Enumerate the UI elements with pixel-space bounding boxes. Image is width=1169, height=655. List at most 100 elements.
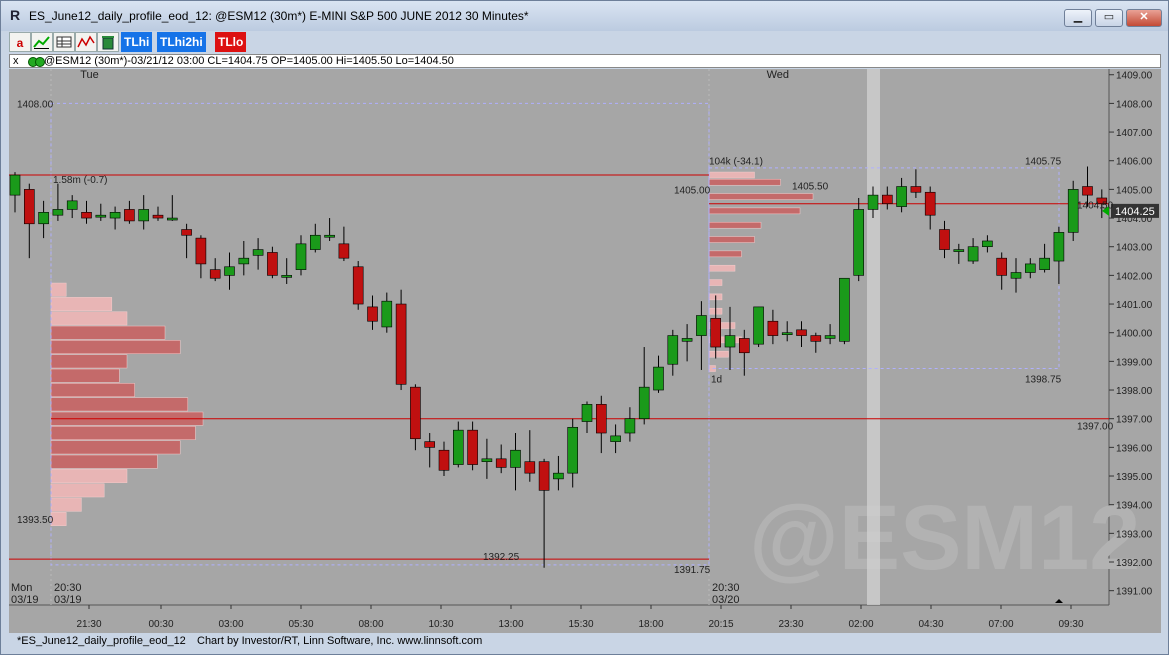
- line-price-label: 1397.00: [1077, 422, 1114, 433]
- candle-body: [610, 435, 621, 442]
- date-label: Mon: [11, 582, 32, 594]
- title-bar[interactable]: R ES_June12_daily_profile_eod_12: @ESM12…: [1, 1, 1168, 31]
- trash-icon[interactable]: [97, 32, 119, 52]
- profile-bar: [708, 207, 801, 215]
- candle-body: [95, 214, 107, 218]
- close-chart-icon[interactable]: x: [13, 55, 19, 67]
- x-tick-label: 04:30: [918, 619, 943, 630]
- candle-body: [124, 209, 135, 222]
- candle-body: [224, 266, 235, 276]
- candle-body: [181, 229, 192, 236]
- y-tick-label: 1393.00: [1116, 529, 1153, 540]
- candle-body: [982, 240, 993, 248]
- y-tick-label: 1400.00: [1116, 329, 1153, 340]
- candle-body: [1024, 263, 1036, 273]
- y-tick-label: 1398.00: [1116, 386, 1153, 397]
- y-tick-label: 1404.00: [1116, 214, 1153, 225]
- profile-volume-label: 104k (-34.1): [709, 157, 763, 168]
- quote-readout: @ESM12 (30m*)-03/21/12 03:00 CL=1404.75 …: [44, 55, 454, 67]
- candle-body: [295, 243, 307, 270]
- price-axis-background: [1109, 69, 1161, 605]
- candle-body: [953, 249, 965, 252]
- candle-body: [66, 200, 78, 210]
- x-tick-label: 08:00: [358, 619, 383, 630]
- profile-bar: [708, 250, 742, 258]
- table-icon[interactable]: [53, 32, 75, 52]
- minimize-button[interactable]: ▁: [1064, 9, 1092, 27]
- annotate-text-button[interactable]: a: [9, 32, 31, 52]
- candle-body: [324, 234, 335, 238]
- profile-bar: [708, 279, 723, 286]
- price-label: 1405.50: [792, 181, 829, 192]
- candle-body: [810, 335, 822, 342]
- toolbar: a TLhi TLhi2hi TLlo: [9, 32, 1159, 52]
- workspace-tab[interactable]: *ES_June12_daily_profile_eod_12: [17, 635, 186, 647]
- tllo-button[interactable]: TLlo: [215, 32, 247, 52]
- date-label: 03/19: [54, 594, 82, 606]
- y-tick-label: 1406.00: [1116, 157, 1153, 168]
- trend-tool-icon[interactable]: [75, 32, 97, 52]
- tlhi2hi-button[interactable]: TLhi2hi: [157, 32, 206, 52]
- candle-body: [438, 449, 450, 471]
- profile-bar: [708, 236, 755, 243]
- date-label: 03/20: [712, 594, 740, 606]
- tlhi-button[interactable]: TLhi: [121, 32, 153, 52]
- x-tick-label: 18:00: [638, 619, 663, 630]
- day-label: Wed: [767, 69, 789, 81]
- candle-body: [624, 418, 636, 434]
- profile-bar: [50, 397, 189, 412]
- profile-bar: [50, 340, 181, 354]
- candle-body: [1096, 197, 1108, 205]
- candle-body: [338, 243, 350, 259]
- candle-body: [939, 229, 950, 250]
- price-label: 1405.00: [674, 185, 711, 196]
- close-button[interactable]: ✕: [1126, 9, 1162, 27]
- profile-bar: [50, 368, 120, 383]
- line-chart-icon[interactable]: [31, 32, 53, 52]
- y-tick-label: 1399.00: [1116, 357, 1153, 368]
- candle-body: [481, 458, 493, 462]
- candle-body: [467, 429, 478, 465]
- price-chart[interactable]: @ESM12 1391.00 1392.00 1393.00 1394.00 1395.0…: [9, 69, 1161, 633]
- candle-body: [209, 269, 221, 279]
- profile-bar: [50, 454, 158, 469]
- candle-body: [452, 429, 464, 465]
- y-tick-label: 1405.00: [1116, 185, 1153, 196]
- x-tick-label: 10:30: [428, 619, 453, 630]
- profile-bar: [50, 497, 82, 512]
- candle-body: [395, 303, 407, 385]
- day-label: Tue: [80, 69, 99, 81]
- candle-body: [738, 338, 750, 354]
- maximize-button[interactable]: ▭: [1095, 9, 1123, 27]
- candle-body: [896, 186, 907, 207]
- candle-body: [681, 338, 693, 342]
- x-tick-label: 03:00: [218, 619, 243, 630]
- candle-body: [638, 386, 650, 419]
- candle-body: [1053, 232, 1065, 262]
- profile-bar: [50, 469, 128, 483]
- symbol-watermark: @ESM12: [749, 487, 1140, 589]
- time-axis-background: [9, 605, 1161, 633]
- candle-body: [167, 217, 178, 221]
- x-tick-label: 13:00: [498, 619, 523, 630]
- profile-bar: [50, 512, 67, 526]
- candle-body: [252, 249, 264, 256]
- candle-body: [281, 275, 293, 278]
- y-tick-label: 1401.00: [1116, 300, 1153, 311]
- status-bar: *ES_June12_daily_profile_eod_12 Chart by…: [9, 634, 1161, 649]
- price-label: 1391.75: [674, 565, 711, 576]
- candle-body: [867, 194, 879, 210]
- y-tick-label: 1394.00: [1116, 501, 1153, 512]
- profile-high-label: 1405.75: [1025, 157, 1062, 168]
- candle-body: [81, 212, 92, 219]
- candle-body: [853, 209, 865, 276]
- x-tick-label: 02:00: [848, 619, 873, 630]
- candle-body: [52, 209, 64, 216]
- candle-body: [367, 306, 378, 322]
- candle-body: [1039, 257, 1050, 270]
- chart-info-bar: x @ESM12 (30m*)-03/21/12 03:00 CL=1404.7…: [9, 54, 1161, 68]
- session-low-label: 1392.25: [483, 552, 520, 563]
- profile-bar: [708, 193, 814, 200]
- candle-body: [1010, 272, 1022, 279]
